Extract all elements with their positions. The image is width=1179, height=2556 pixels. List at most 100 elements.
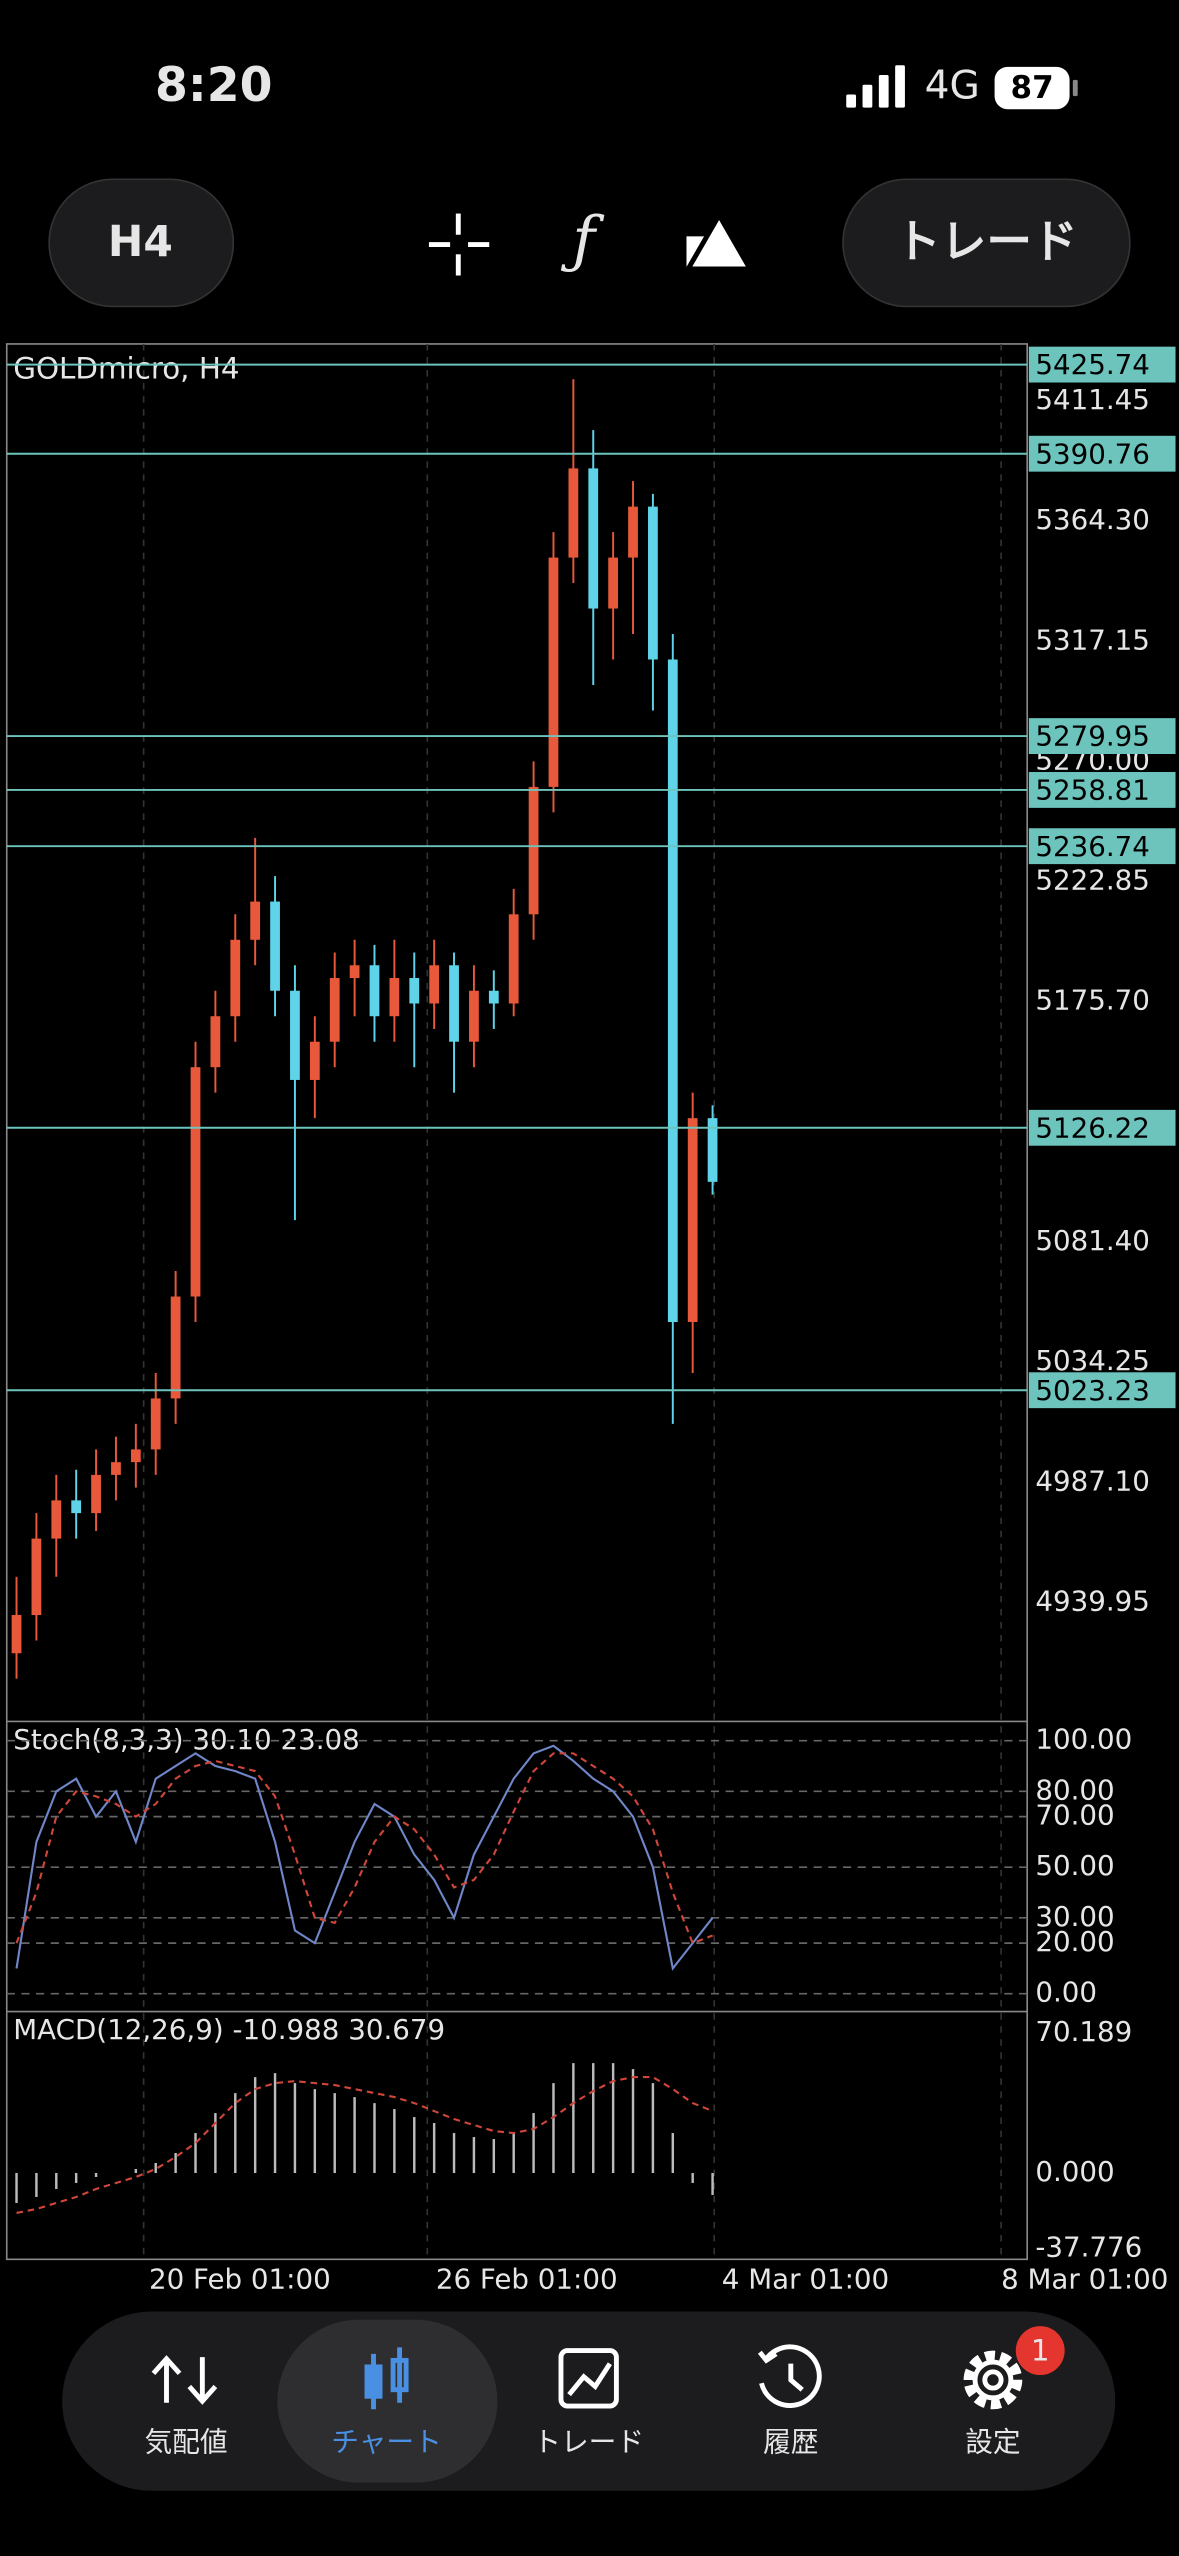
indicator-title: MACD(12,26,9) -10.988 30.679 bbox=[13, 2013, 445, 2046]
indicator-title: Stoch(8,3,3) 30.10 23.08 bbox=[13, 1723, 360, 1756]
macd-signal bbox=[16, 2076, 713, 2214]
axis-label: 5081.40 bbox=[1035, 1224, 1150, 1257]
battery-tip bbox=[1072, 79, 1078, 97]
level-tag bbox=[1028, 1109, 1176, 1146]
badge-count: 1 bbox=[1031, 2334, 1050, 2368]
candle-body bbox=[449, 965, 459, 1042]
candle-body bbox=[409, 978, 420, 1004]
candle-body bbox=[369, 965, 380, 1017]
level-tag bbox=[1028, 435, 1176, 472]
candle-body bbox=[687, 1118, 698, 1323]
candle-body bbox=[250, 901, 261, 940]
candle-body bbox=[548, 557, 559, 787]
axis-label: 5034.25 bbox=[1035, 1344, 1150, 1377]
axis-label: 4987.10 bbox=[1035, 1464, 1150, 1497]
trade-button[interactable] bbox=[842, 178, 1131, 308]
axis-label: 70.189 bbox=[1035, 2015, 1132, 2048]
stoch-main bbox=[15, 1744, 714, 1971]
candle-body bbox=[588, 468, 599, 609]
objects-icon[interactable] bbox=[683, 210, 755, 272]
axis-label: 0.00 bbox=[1035, 1976, 1097, 2009]
candle-body bbox=[270, 901, 280, 991]
level-tag bbox=[1028, 1372, 1176, 1409]
candle-body bbox=[707, 1118, 718, 1182]
axis-label: 5222.85 bbox=[1035, 864, 1150, 897]
candle-body bbox=[170, 1296, 181, 1399]
candle-body bbox=[667, 659, 678, 1323]
candle-body bbox=[111, 1462, 121, 1475]
level-tag bbox=[1028, 772, 1176, 808]
candle-body bbox=[230, 939, 241, 1017]
axis-label: 0.000 bbox=[1035, 2155, 1114, 2188]
candle-body bbox=[488, 990, 499, 1004]
axis-label: 20.00 bbox=[1035, 1925, 1114, 1958]
candle-body bbox=[469, 990, 479, 1042]
signal-icon bbox=[846, 65, 905, 108]
candle-body bbox=[309, 1041, 320, 1080]
tab-label[interactable]: チャート bbox=[331, 2426, 442, 2459]
tab-label[interactable]: 気配値 bbox=[144, 2426, 227, 2459]
candle-body bbox=[608, 557, 619, 609]
tab-label[interactable]: 履歴 bbox=[763, 2426, 818, 2459]
date-label: 26 Feb 01:00 bbox=[436, 2263, 618, 2296]
axis-label: 5317.15 bbox=[1035, 623, 1150, 656]
candle-body bbox=[150, 1398, 161, 1450]
tab-bar bbox=[62, 2311, 1116, 2491]
tab-label[interactable]: トレード bbox=[533, 2426, 644, 2459]
timeframe-label: H4 bbox=[108, 217, 173, 266]
candle-body bbox=[91, 1474, 101, 1514]
date-label: 20 Feb 01:00 bbox=[149, 2263, 331, 2296]
level-label: 5425.74 bbox=[1035, 348, 1150, 381]
tab-selected bbox=[277, 2319, 498, 2483]
timeframe-button[interactable] bbox=[48, 178, 235, 308]
settings-icon[interactable] bbox=[963, 2350, 1023, 2410]
indicator-icon[interactable]: ƒ bbox=[560, 204, 605, 276]
candle-body bbox=[11, 1615, 22, 1654]
candle-body bbox=[528, 786, 539, 915]
axis-label: 5411.45 bbox=[1035, 383, 1150, 416]
badge bbox=[1015, 2326, 1065, 2376]
time-grid bbox=[142, 343, 1002, 2260]
candle-body bbox=[190, 1067, 201, 1297]
date-label: 8 Mar 01:00 bbox=[1001, 2263, 1168, 2296]
level-label: 5126.22 bbox=[1035, 1111, 1150, 1144]
stoch-signal bbox=[15, 1752, 713, 1945]
level-label: 5279.95 bbox=[1035, 720, 1150, 753]
level-label: 5258.81 bbox=[1035, 774, 1150, 807]
level-label: 5236.74 bbox=[1035, 830, 1150, 863]
candle-body bbox=[349, 965, 360, 979]
clock: 8:20 bbox=[155, 58, 273, 113]
quotes-icon[interactable] bbox=[151, 2355, 218, 2405]
battery-level: 87 bbox=[1011, 70, 1054, 106]
axis-label: 70.00 bbox=[1035, 1799, 1114, 1832]
candle-body bbox=[130, 1449, 141, 1463]
axis-label: 100.00 bbox=[1035, 1723, 1132, 1756]
level-tag bbox=[1028, 718, 1176, 755]
level-label: 5023.23 bbox=[1035, 1374, 1150, 1407]
candle-body bbox=[51, 1500, 62, 1539]
symbol-label: GOLDmicro, H4 bbox=[13, 352, 239, 386]
candle-body bbox=[568, 468, 579, 558]
axis-label: 50.00 bbox=[1035, 1849, 1114, 1882]
battery bbox=[994, 66, 1070, 110]
level-tag bbox=[1028, 828, 1176, 865]
trade-button-label: トレード bbox=[895, 215, 1077, 268]
crosshair-icon[interactable] bbox=[428, 213, 490, 276]
chart-frame bbox=[5, 343, 1028, 2261]
chart-icon[interactable] bbox=[364, 2347, 409, 2410]
candle-body bbox=[290, 990, 300, 1080]
axis-label: -37.776 bbox=[1035, 2230, 1142, 2263]
candle-body bbox=[508, 914, 519, 1004]
candle-body bbox=[210, 1016, 221, 1068]
history-icon[interactable] bbox=[757, 2344, 822, 2408]
candle-body bbox=[648, 506, 658, 660]
level-tag bbox=[1028, 346, 1176, 383]
candle-body bbox=[31, 1538, 42, 1616]
tab-label[interactable]: 設定 bbox=[965, 2426, 1020, 2459]
axis-label: 5364.30 bbox=[1035, 503, 1150, 536]
axis-label: 4939.95 bbox=[1035, 1584, 1150, 1617]
network: 4G bbox=[925, 64, 980, 109]
trade-icon[interactable] bbox=[558, 2348, 619, 2409]
